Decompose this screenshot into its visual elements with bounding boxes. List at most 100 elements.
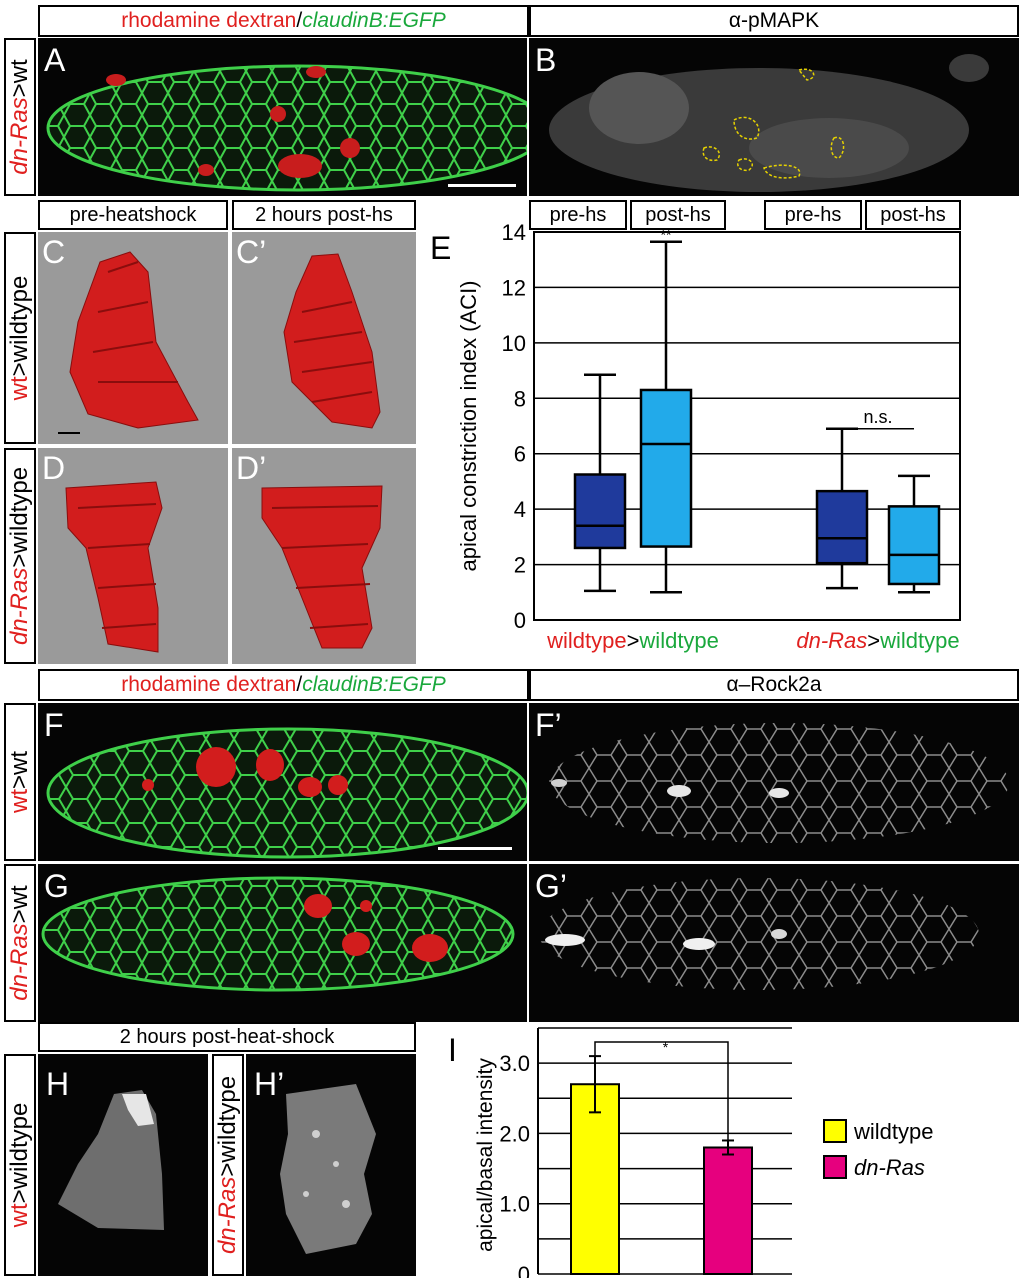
epithelium-g — [41, 876, 515, 992]
panel-b-image: B — [529, 38, 1019, 196]
row-f-label: wt>wt — [6, 750, 33, 814]
rock2a-stain-f — [549, 723, 1009, 843]
significance-star: ** — [661, 227, 672, 243]
y-tick-label: 3.0 — [499, 1051, 530, 1076]
row-h-label: wt>wildtype — [6, 1102, 33, 1228]
y-tick-label: 14 — [502, 224, 526, 245]
header-sep: / — [296, 9, 303, 32]
panel-e-letter: E — [430, 230, 452, 266]
rock2a-stain-g — [539, 878, 979, 990]
panel-h2-letter: H’ — [254, 1066, 285, 1102]
y-tick-label: 10 — [502, 331, 526, 356]
panel-d-letter: D — [42, 450, 66, 486]
header-fg-left: rhodamine dextran / claudinB:EGFP — [38, 669, 529, 701]
rhodamine-label: rhodamine dextran — [121, 9, 297, 32]
group-label: dn-Ras>wildtype — [796, 628, 959, 653]
rock-render-h2 — [280, 1084, 376, 1254]
row-d-label: dn-Ras>wildtype — [6, 466, 33, 646]
panel-a-image: A — [38, 38, 527, 196]
header-pre-heatshock: pre-heatshock — [38, 200, 228, 230]
y-tick-label: 12 — [502, 275, 526, 300]
panel-g-image: G — [38, 864, 527, 1022]
header-h: 2 hours post-heat-shock — [38, 1022, 416, 1052]
panel-d-image: D — [38, 448, 228, 664]
panel-d2-letter: D’ — [236, 450, 267, 486]
panel-c-image: C — [38, 232, 228, 444]
panel-f2-letter: F’ — [535, 707, 562, 743]
panel-g2-image: G’ — [529, 864, 1019, 1022]
panel-f2-image: F’ — [529, 703, 1019, 861]
pmapk-stain — [549, 54, 989, 192]
panel-d2-image: D’ — [232, 448, 416, 664]
plot-frame — [533, 231, 961, 621]
header-ab-right: α-pMAPK — [529, 5, 1019, 37]
header-ab-left: rhodamine dextran / claudinB:EGFP — [38, 5, 529, 37]
group-label-a: wildtype — [546, 628, 626, 653]
legend-swatch — [823, 1155, 847, 1179]
y-tick-label: 0 — [514, 608, 526, 633]
legend-label: wildtype — [853, 1119, 933, 1144]
significance-star: * — [663, 1039, 669, 1055]
cell-render-d — [65, 481, 163, 653]
epithelium-f — [46, 727, 527, 859]
group-label-b: wildtype — [879, 628, 959, 653]
y-axis-label: apical/basal intensity — [474, 1058, 497, 1252]
panel-g2-letter: G’ — [535, 868, 567, 904]
panel-c2-letter: C’ — [236, 234, 267, 270]
header-post-hs: 2 hours post-hs — [232, 200, 416, 230]
e-header-prehs-1: pre-hs — [529, 200, 627, 230]
e-header-posths-2: post-hs — [865, 200, 961, 230]
panel-h-letter: H — [46, 1066, 70, 1102]
legend-label: dn-Ras — [854, 1155, 925, 1180]
panel-a-letter: A — [44, 42, 66, 78]
y-tick-label: 8 — [514, 386, 526, 411]
box-post-hs — [639, 388, 693, 548]
row-d-label-box: dn-Ras>wildtype — [4, 448, 36, 664]
y-tick-label: 4 — [514, 497, 526, 522]
panel-g-letter: G — [44, 868, 69, 904]
row-h-label-box: wt>wildtype — [4, 1054, 36, 1276]
legend-swatch — [823, 1119, 847, 1143]
significance-bracket — [594, 1041, 729, 1141]
aci-box-plot: 0 2 4 6 8 10 12 14 apical constriction index (AC… — [456, 224, 961, 653]
bar-dn-Ras — [703, 1146, 753, 1275]
group-label-a: dn-Ras — [796, 628, 867, 653]
row-a-label-box: dn-Ras>wt — [4, 38, 36, 196]
y-tick-label: 0 — [518, 1262, 530, 1278]
epithelium-green-cells — [46, 64, 527, 192]
box-post-hs — [887, 505, 941, 586]
y-axis-label: apical constriction index (ACI) — [456, 280, 481, 571]
box-pre-hs — [573, 473, 627, 550]
group-label: wildtype>wildtype — [546, 628, 719, 653]
row-c-label-box: wt>wildtype — [4, 232, 36, 444]
group-label-sep: > — [627, 628, 640, 653]
row-a-label: dn-Ras>wt — [6, 59, 33, 175]
cell-render-c — [58, 251, 199, 434]
panel-h2-image: H’ — [246, 1054, 416, 1276]
rock-render-h — [58, 1090, 164, 1230]
row-h2-label-box: dn-Ras>wildtype — [212, 1054, 244, 1276]
y-tick-label: 1.0 — [499, 1192, 530, 1217]
row-f-label-box: wt>wt — [4, 703, 36, 861]
ns-label: n.s. — [863, 407, 892, 427]
row-g-label-box: dn-Ras>wt — [4, 864, 36, 1022]
bar-wildtype — [570, 1083, 620, 1275]
panel-c2-image: C’ — [232, 232, 416, 444]
panel-f-letter: F — [44, 707, 64, 743]
y-tick-label: 6 — [514, 442, 526, 467]
row-c-label: wt>wildtype — [6, 275, 33, 401]
header-fg-right: α–Rock2a — [529, 669, 1019, 701]
e-header-prehs-2: pre-hs — [764, 200, 862, 230]
panel-c-letter: C — [42, 234, 66, 270]
panel-i-letter: I — [448, 1032, 457, 1068]
y-tick-label: 2.0 — [499, 1121, 530, 1146]
cell-render-c2 — [283, 253, 381, 429]
rock2a-label: α–Rock2a — [726, 673, 822, 696]
cell-render-d2 — [261, 485, 383, 649]
panel-b-letter: B — [535, 42, 557, 78]
panel-f-image: F — [38, 703, 527, 861]
y-tick-label: 2 — [514, 553, 526, 578]
row-g-label: dn-Ras>wt — [6, 885, 33, 1001]
claudin-label: claudinB:EGFP — [302, 9, 446, 32]
